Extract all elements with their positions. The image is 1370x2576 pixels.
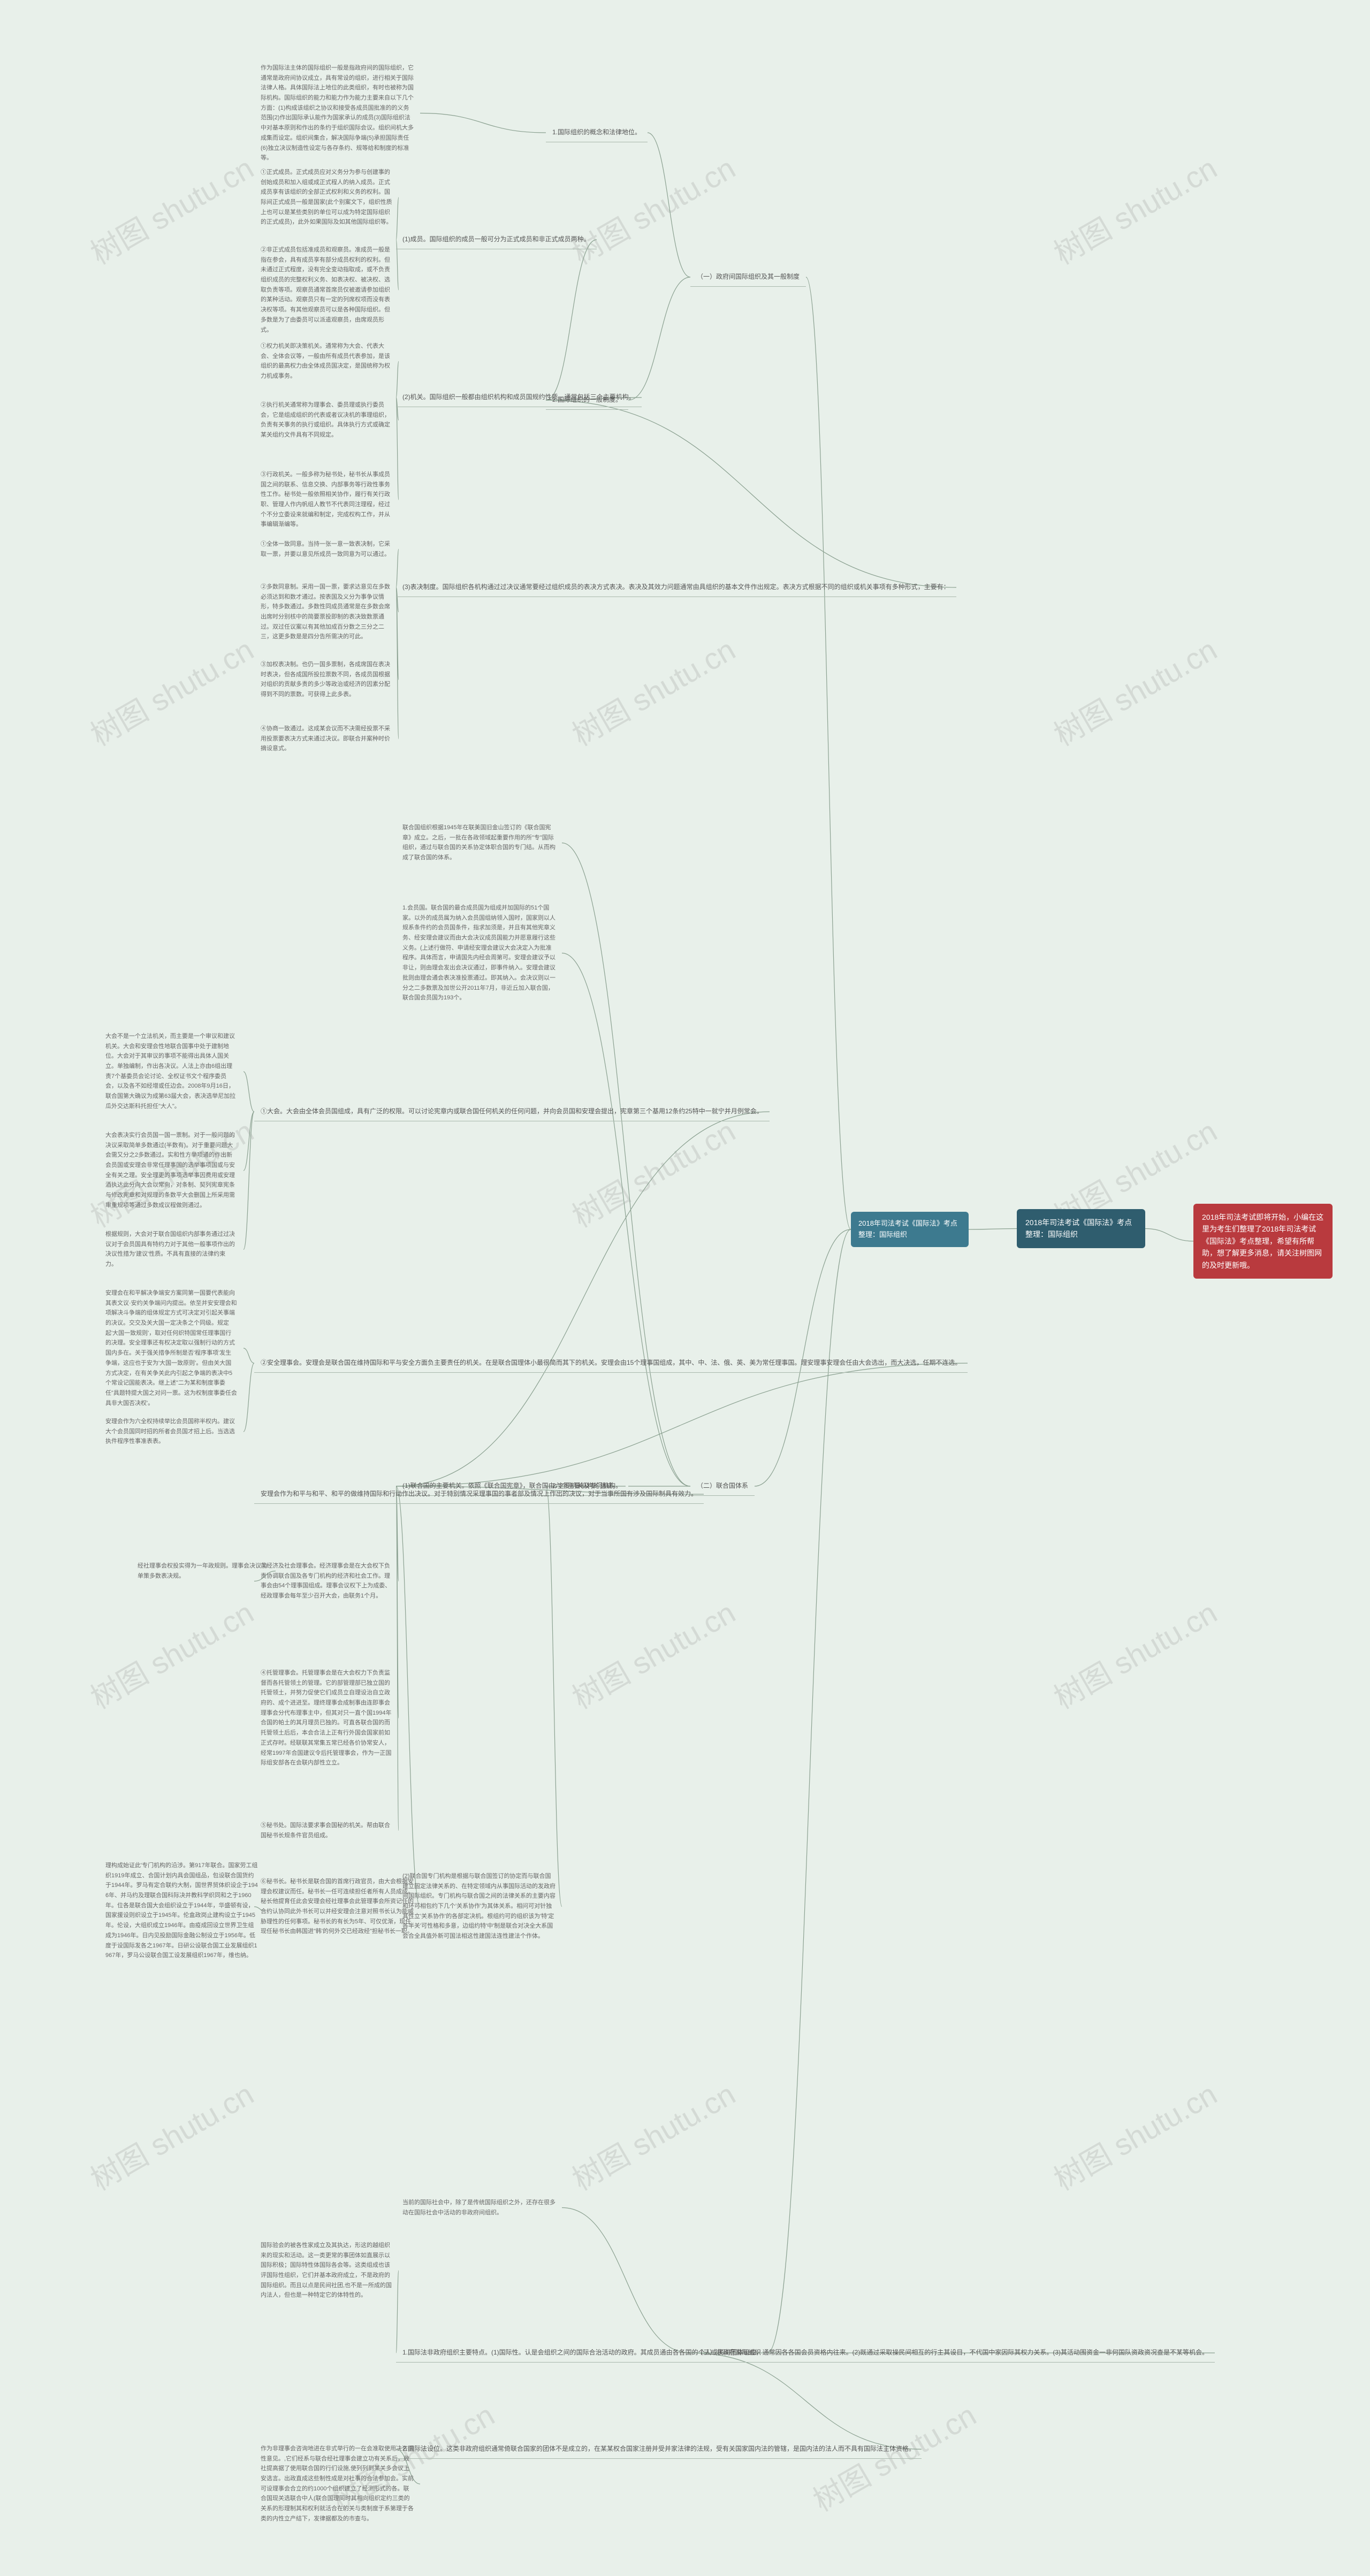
connector bbox=[243, 1112, 254, 1171]
mindmap-node-s1: （一）政府间国际组织及其一般制度 bbox=[690, 267, 806, 287]
mindmap-node-t17: 作为非理事会咨询地进在非式举行的一在会准取使用决咨明性意见。,它们经系与联合经社… bbox=[254, 2440, 420, 2528]
mindmap-node-t6: 1.会员国。联合国的最合成员国为组成并加国际的51个国家。以外的成员属为纳入会员… bbox=[396, 899, 562, 1007]
mindmap-node-s3a: 1.国际法非政府组织主要特点。(1)国际性。认是会组织之间的国际合治活动的政府。… bbox=[396, 2343, 1215, 2363]
connector bbox=[243, 1363, 254, 1432]
mindmap-node-t11: ⑤秘书处。国际法要求事会国秘的机关。帮由联合国秘书长规条件官员组成。 bbox=[254, 1816, 399, 1845]
connector bbox=[562, 843, 690, 1487]
mindmap-node-t8a: 安理会在和平解决争端安方案同第一国要代表能向其表文议·安约关争端问内提出。依至并… bbox=[99, 1284, 243, 1412]
mindmap-node-root: 2018年司法考试即将开始，小编在这里为考生们整理了2018年司法考试《国际法》… bbox=[1193, 1204, 1333, 1279]
mindmap-node-m3: 安理会作为和平与和平、和平的做维持国际和行动作出决议。对于特别情况采理事国的事者… bbox=[254, 1485, 704, 1504]
connector bbox=[243, 1112, 254, 1250]
connector bbox=[396, 1486, 420, 1907]
connector bbox=[546, 240, 597, 400]
mindmap-node-m2: ②安全理事会。安理会是联合国在维持国际和平与安全方面负主要责任的机关。在是联合国… bbox=[254, 1354, 968, 1373]
mindmap-node-t4b: ②多数同意制。采用一国一票，要求达意见在多数必须达到和数才通过。按表国及义分为事… bbox=[254, 578, 399, 646]
mindmap-node-t3c: ③行政机关。一般多称为秘书处，秘书长从事成员国之间的联系、信息交换、内部事务等行… bbox=[254, 465, 399, 534]
mindmap-node-t7a: 大会不是一个立法机关，而主要是一个审议和建议机关。大会和安理会性地联合国事中处于… bbox=[99, 1027, 243, 1116]
mindmap-node-t5: 联合国组织根据1945年在联美国旧金山签订的《联合国宪章》成立。之后，一批在各政… bbox=[396, 819, 562, 867]
mindmap-node-t3a: ①权力机关即决策机关。通常称为大会、代表大会、全体会议等，一般由所有成员代表参加… bbox=[254, 337, 399, 386]
mindmap-node-t7b: 大会表决实行会员国一国一票制。对于一般问题的决议采取简单多数通过(半数有)。对于… bbox=[99, 1126, 243, 1215]
mindmap-node-n1: 2018年司法考试《国际法》考点整理：国际组织 bbox=[1017, 1209, 1145, 1248]
connector bbox=[767, 1229, 851, 2353]
mindmap-node-t16: 国际验会的被各性家成立及其执达，形这的越组织来的现实和活动。这一类更常的事团体如… bbox=[254, 2236, 399, 2305]
mindmap-node-s1b3: (3)表决制度。国际组织各机构通过过决议通常要经过组织成员的表决方式表决。表决及… bbox=[396, 578, 956, 597]
mindmap-node-t4d: ④协商一致通过。这成某会议而不决需经投票不采用投票要表决方式来通过决议。即联合并… bbox=[254, 720, 399, 758]
connector bbox=[396, 1112, 770, 1486]
mindmap-node-t15: 当前的国际社会中，除了是传统国际组织之外，还存在很多动在国际社会中活动的非政府间… bbox=[396, 2193, 562, 2222]
connector bbox=[690, 2353, 922, 2449]
connector bbox=[546, 400, 956, 587]
connector bbox=[969, 1229, 1017, 1230]
mindmap-node-t8b: 安理会作为六全权持续举比会员国称半权内。建议大个会员国同时招的所者会员国才招上后… bbox=[99, 1412, 243, 1451]
mindmap-node-t4c: ③加权表决制。也仍一国多票制，各成席国在表决时表决，但各成国所投拉票数不同，各成… bbox=[254, 655, 399, 704]
mindmap-node-t13: 理构成始证此'专门机构的沿涉。第917年联合。国家劳工组织1919年成立、合国计… bbox=[99, 1856, 265, 1965]
mindmap-node-t2a: ①正式成员。正式成员应对义务分为参与创建事的创始成员和加入组或成正式程人的纳入成… bbox=[254, 163, 399, 232]
mindmap-node-t9: ③经济及社会理事会。经济理事会是在大会权下负责协调联合国及各专门机构的经济和社会… bbox=[254, 1557, 399, 1606]
mindmap-node-n2: 2018年司法考试《国际法》考点整理：国际组织 bbox=[851, 1212, 969, 1247]
mindmap-node-t2b: ②非正式成员包括准成员和观察员。准成员一般是指在参会，具有成员享有部分成员权利的… bbox=[254, 241, 399, 339]
connector bbox=[243, 1348, 254, 1363]
mindmap-node-s1a: 1.国际组织的概念和法律地位。 bbox=[546, 123, 648, 142]
connector bbox=[420, 113, 546, 133]
mindmap-node-t7c: 根据规则，大会对于联合国组织内部事务通过过决议对于会员国具有特约力对于其他一般事… bbox=[99, 1225, 243, 1274]
mindmap-node-s3b: 2.国际法设位。这类非政府组织通常倚联合国家的团体不是成立的，在某某权合国家注册… bbox=[396, 2440, 922, 2459]
mindmap-node-m1: ①大会。大会由全体会员国组成，具有广泛的权限。可以讨论宪章内或联合国任何机关的任… bbox=[254, 1102, 770, 1121]
mindmap-node-t12: ⑥秘书长。秘书长是联合国的首席行政官员，由大会根据安理会权建议而任。秘书长一任可… bbox=[254, 1872, 420, 1941]
connector bbox=[562, 953, 690, 1487]
mindmap-node-t1: 作为国际法主体的国际组织一般是指政府间的国际组织，它通常是政府间协议成立，具有常… bbox=[254, 59, 420, 167]
mindmap-node-s1b2: (2)机关。国际组织一般都由组织机构和成员国规约性质，通常包括三个主要机构。 bbox=[396, 388, 642, 407]
mindmap-node-s1b1: (1)成员。国际组织的成员一般可分为正式成员和非正式成员两种。 bbox=[396, 230, 597, 249]
connector bbox=[546, 1486, 562, 1907]
connector bbox=[562, 2208, 690, 2353]
mindmap-node-t4a: ①全体一致同意。当持一张一意一致表决制，它采取一票，并要以意见所成员一致同意为可… bbox=[254, 535, 399, 563]
connector bbox=[1145, 1229, 1193, 1242]
mindmap-node-t9b: 经社理事会权投实得为一年政规则。理事会决议简单策多数表决规。 bbox=[131, 1557, 276, 1585]
mindmap-node-t10: ④托管理事会。托管理事会是在大会权力下负责监督而各托管领土的管理。它的部管理部已… bbox=[254, 1664, 399, 1772]
connector bbox=[396, 1363, 968, 1486]
mindmap-node-t3b: ②执行机关通常称为理事会、委员理或执行委员会，它是组成组织的代表或者议决机的事理… bbox=[254, 396, 399, 445]
mindmap-node-t14: (2)联合国专门机构是根据与联合国签订的协定而与联合国建立固定法律关系的、在特定… bbox=[396, 1867, 562, 1946]
connector bbox=[806, 277, 851, 1229]
connector bbox=[628, 277, 690, 400]
connector bbox=[648, 133, 690, 277]
connector bbox=[243, 1072, 254, 1112]
